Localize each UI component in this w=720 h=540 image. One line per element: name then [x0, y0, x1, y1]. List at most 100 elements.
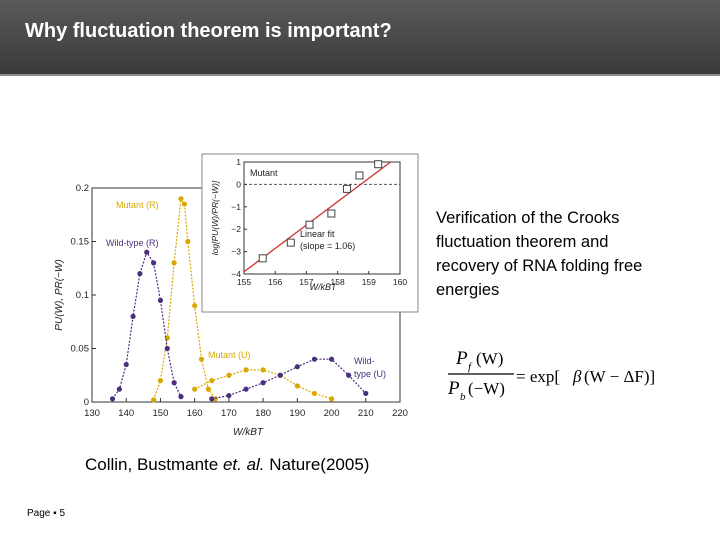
description-text: Verification of the Crooks fluctuation t…	[436, 209, 643, 299]
series-point-0	[171, 260, 177, 266]
page-value: 5	[59, 508, 66, 519]
series-point-1	[130, 313, 136, 319]
inset-y-axis-label: log[PU(W)/PR(−W)]	[210, 180, 220, 255]
series-point-0	[157, 378, 164, 384]
inset-y-tick-label: −4	[231, 269, 241, 279]
inset-y-tick-label: 1	[236, 157, 241, 167]
series-point-2	[209, 378, 215, 384]
series-point-1	[144, 249, 150, 255]
page-bullet: ▪	[53, 508, 57, 519]
series-line-2	[194, 369, 332, 400]
inset-data-square	[258, 254, 267, 263]
title-divider	[0, 74, 720, 76]
inset-x-tick-label: 155	[237, 277, 251, 287]
inset-data-square	[327, 209, 336, 218]
series-label: Wild-	[354, 356, 375, 366]
inset-y-tick-label: −2	[231, 224, 241, 234]
eq-numer-arg: (W)	[476, 349, 503, 368]
eq-rhs-rest: (W − ΔF)]	[584, 367, 655, 386]
series-point-3	[209, 396, 215, 402]
series-point-2	[192, 386, 198, 392]
series-label: type (U)	[354, 369, 386, 379]
inset-data-square	[374, 160, 383, 169]
series-point-2	[311, 390, 318, 397]
series-point-1	[116, 386, 122, 392]
inset-data-square	[342, 184, 351, 193]
series-point-1	[151, 260, 157, 266]
series-point-0	[178, 196, 184, 202]
inset-x-tick-label: 160	[393, 277, 407, 287]
title-bar: Why fluctuation theorem is important?	[0, 0, 720, 74]
series-point-1	[137, 271, 143, 277]
main-x-tick-label: 160	[187, 408, 203, 419]
citation-etal: et. al.	[222, 455, 265, 474]
eq-numer-sub: f	[468, 361, 473, 373]
series-point-3	[277, 372, 283, 378]
series-point-0	[198, 356, 205, 362]
main-y-tick-label: 0.05	[71, 344, 90, 355]
main-y-tick-label: 0.15	[71, 237, 90, 248]
eq-denom-arg: (−W)	[468, 379, 505, 398]
series-point-3	[363, 390, 369, 397]
inset-x-tick-label: 156	[268, 277, 282, 287]
citation: Collin, Bustmante et. al. Nature(2005)	[85, 455, 369, 475]
main-x-tick-label: 190	[289, 408, 305, 419]
series-point-0	[151, 397, 157, 403]
inset-box	[201, 153, 419, 313]
page-number: Page ▪ 5	[27, 508, 65, 519]
eq-numer-p: P	[455, 348, 468, 369]
series-point-3	[346, 372, 352, 378]
inset-fit-slope-label: (slope = 1.06)	[300, 241, 355, 251]
main-y-tick-label: 0.1	[76, 290, 89, 301]
series-point-2	[243, 367, 249, 373]
page-label: Page	[27, 508, 54, 519]
series-point-3	[311, 356, 318, 362]
series-point-3	[294, 364, 300, 370]
series-point-1	[164, 345, 170, 352]
slide-title: Why fluctuation theorem is important?	[25, 20, 392, 42]
eq-denom-sub: b	[460, 391, 466, 403]
series-label: Mutant (U)	[208, 350, 251, 360]
series-point-3	[243, 386, 249, 392]
inset-fit-label: Linear fit	[300, 229, 335, 239]
series-line-3	[211, 358, 367, 400]
series-point-3	[328, 356, 335, 362]
figure-image: 130 140 150 160 170 180 190 200 210 220 0 0.05 0.1 0.…	[48, 150, 422, 440]
main-x-axis-label: W/kBT	[233, 427, 264, 438]
citation-prefix: Collin, Bustmante	[85, 455, 223, 474]
main-x-tick-label: 210	[358, 408, 374, 419]
main-x-tick-label: 150	[153, 408, 169, 419]
series-point-0	[192, 303, 198, 309]
series-point-1	[171, 380, 177, 386]
eq-denom-p: P	[447, 378, 460, 399]
main-x-tick-label: 130	[84, 408, 100, 419]
main-y-axis-label: PU(W), PR(−W)	[54, 259, 65, 330]
inset-fit-line	[243, 161, 392, 273]
series-point-1	[123, 361, 129, 368]
main-x-tick-label: 170	[221, 408, 237, 419]
inset-legend-label: Mutant	[250, 168, 278, 178]
main-x-tick-label: 140	[118, 408, 134, 419]
series-point-0	[181, 201, 187, 207]
inset-data-square	[305, 220, 314, 229]
series-line-0	[153, 196, 216, 401]
inset-data-square	[355, 171, 364, 180]
main-x-tick-label: 220	[392, 408, 408, 419]
series-point-0	[205, 386, 211, 392]
series-point-3	[226, 392, 232, 399]
citation-suffix: Nature(2005)	[264, 455, 370, 474]
inset-data-square	[286, 238, 295, 247]
series-label: Wild-type (R)	[106, 238, 159, 248]
series-point-3	[260, 380, 266, 386]
series-point-2	[260, 367, 266, 373]
eq-rhs-main: = exp[	[516, 367, 560, 386]
main-y-tick-label: 0	[84, 397, 89, 408]
series-label: Mutant (R)	[116, 200, 159, 210]
inset-y-tick-label: −3	[231, 247, 241, 257]
crooks-equation: P f (W) P b (−W) = exp[ β (W − ΔF)]	[447, 348, 655, 403]
series-point-1	[157, 297, 164, 303]
series-point-0	[185, 238, 191, 245]
inset-x-tick-label: 159	[362, 277, 376, 287]
eq-beta: β	[572, 367, 582, 386]
inset-x-tick-label: 158	[331, 277, 345, 287]
